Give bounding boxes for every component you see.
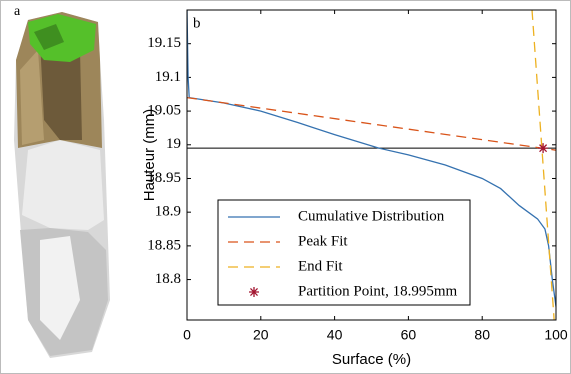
y-axis-label: Hauteur (mm) [141, 109, 158, 202]
x-tick-label: 0 [183, 327, 191, 343]
series-line [187, 10, 556, 307]
series-line [187, 96, 556, 151]
y-tick-label: 18.95 [147, 170, 181, 186]
x-tick-label: 20 [253, 327, 269, 343]
y-tick-label: 18.9 [155, 204, 181, 220]
legend-marker [249, 287, 259, 297]
plot-border [186, 9, 557, 321]
x-axis-label: Surface (%) [332, 351, 411, 368]
legend-label: Peak Fit [298, 233, 348, 249]
panel-label: b [193, 15, 201, 31]
mesh-illustration [14, 12, 110, 358]
series-line [531, 10, 555, 320]
legend-label: End Fit [298, 258, 343, 274]
y-tick-label: 18.8 [155, 271, 181, 287]
y-tick-label: 19.1 [155, 69, 181, 85]
y-tick-label: 19.05 [147, 103, 181, 119]
panel-label: a [14, 4, 21, 19]
x-tick-label: 100 [544, 327, 568, 343]
y-tick-label: 19 [166, 136, 181, 152]
x-tick-label: 80 [474, 327, 490, 343]
y-tick-label: 18.85 [147, 237, 181, 253]
x-tick-label: 40 [327, 327, 343, 343]
y-tick-label: 19.15 [147, 35, 181, 51]
legend-label: Partition Point, 18.995mm [298, 283, 458, 299]
legend-label: Cumulative Distribution [298, 208, 445, 224]
x-tick-label: 60 [401, 327, 417, 343]
partition-point [538, 143, 549, 154]
